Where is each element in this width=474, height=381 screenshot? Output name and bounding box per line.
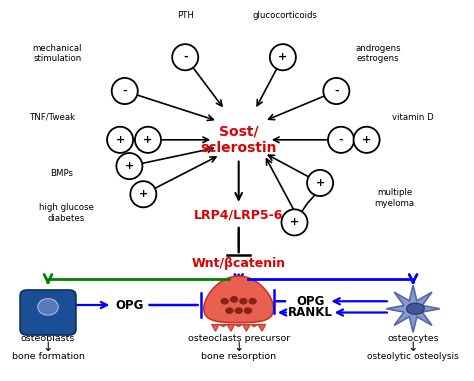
Polygon shape	[243, 325, 250, 331]
Text: mechanical
stimulation: mechanical stimulation	[33, 44, 82, 63]
Ellipse shape	[323, 78, 349, 104]
Text: bone resorption: bone resorption	[201, 352, 276, 361]
Text: +: +	[139, 189, 148, 199]
Text: Wnt/βcatenin: Wnt/βcatenin	[191, 257, 286, 270]
Circle shape	[235, 307, 243, 314]
Text: -: -	[334, 86, 338, 96]
Text: ↓: ↓	[233, 341, 244, 354]
Circle shape	[248, 298, 257, 305]
Circle shape	[225, 307, 234, 314]
Text: BMPs: BMPs	[50, 169, 73, 178]
Text: glucocorticoids: glucocorticoids	[253, 11, 318, 21]
Text: +: +	[116, 135, 125, 145]
Polygon shape	[227, 325, 235, 331]
Text: +: +	[143, 135, 153, 145]
Ellipse shape	[270, 44, 296, 70]
Polygon shape	[258, 325, 265, 331]
Text: multiple
myeloma: multiple myeloma	[374, 188, 415, 208]
Text: +: +	[290, 218, 299, 227]
Ellipse shape	[172, 44, 198, 70]
Text: OPG: OPG	[297, 295, 325, 308]
Text: -: -	[122, 86, 127, 96]
Text: androgens
estrogens: androgens estrogens	[356, 44, 401, 63]
Circle shape	[38, 299, 58, 315]
Text: bone formation: bone formation	[11, 352, 84, 361]
Text: osteoclasts precursor: osteoclasts precursor	[188, 334, 290, 343]
Polygon shape	[204, 276, 273, 323]
Text: RANKL: RANKL	[288, 306, 333, 319]
Circle shape	[244, 307, 252, 314]
Ellipse shape	[130, 181, 156, 207]
Text: +: +	[362, 135, 371, 145]
Text: ↓: ↓	[43, 341, 53, 354]
Text: -: -	[339, 135, 343, 145]
Text: +: +	[316, 178, 325, 188]
Ellipse shape	[117, 153, 142, 179]
Text: vitamin D: vitamin D	[392, 113, 434, 122]
Text: TNF/Tweak: TNF/Tweak	[29, 113, 76, 122]
Circle shape	[230, 296, 238, 303]
Ellipse shape	[328, 127, 354, 153]
Ellipse shape	[282, 209, 308, 235]
Polygon shape	[250, 325, 258, 327]
Text: Sost/
sclerostin: Sost/ sclerostin	[201, 125, 277, 155]
Polygon shape	[212, 325, 219, 331]
Text: +: +	[278, 52, 288, 62]
Text: +: +	[125, 161, 134, 171]
Ellipse shape	[354, 127, 380, 153]
Text: osteocytes: osteocytes	[387, 334, 439, 343]
Text: LRP4/LRP5-6: LRP4/LRP5-6	[194, 208, 283, 221]
Text: high glucose
diabetes: high glucose diabetes	[39, 203, 94, 223]
Polygon shape	[386, 285, 440, 332]
Text: OPG: OPG	[115, 298, 144, 312]
Circle shape	[239, 298, 247, 305]
FancyBboxPatch shape	[20, 290, 76, 335]
Text: PTH: PTH	[177, 11, 194, 21]
Text: osteoblasts: osteoblasts	[21, 334, 75, 343]
Ellipse shape	[107, 127, 133, 153]
Text: osteolytic osteolysis: osteolytic osteolysis	[367, 352, 459, 361]
Text: -: -	[183, 52, 188, 62]
Polygon shape	[219, 325, 227, 327]
Text: ↓: ↓	[408, 341, 419, 354]
Ellipse shape	[135, 127, 161, 153]
Circle shape	[220, 298, 229, 305]
Ellipse shape	[407, 303, 424, 314]
Polygon shape	[235, 325, 242, 327]
Ellipse shape	[112, 78, 138, 104]
Ellipse shape	[307, 170, 333, 196]
